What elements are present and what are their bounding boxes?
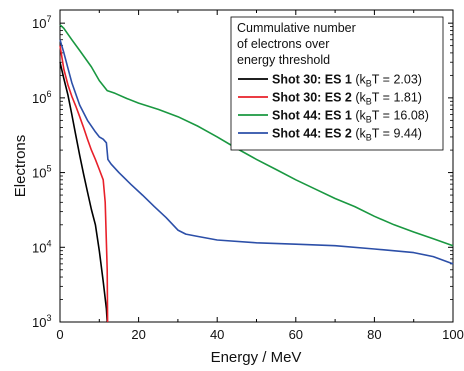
x-tick-label: 20 (131, 327, 145, 342)
x-tick-label: 100 (442, 327, 464, 342)
x-tick-label: 60 (289, 327, 303, 342)
y-tick-label: 107 (32, 14, 51, 31)
legend-label: Shot 30: ES 1 (kBT = 2.03) (272, 73, 422, 89)
y-tick-label: 104 (32, 238, 51, 255)
legend-entries: Shot 30: ES 1 (kBT = 2.03) Shot 30: ES 2 … (238, 73, 429, 143)
series-line-4 (59, 39, 454, 265)
legend-title-line-2: of electrons over (237, 37, 329, 51)
y-tick-label: 106 (32, 89, 51, 106)
y-tick-labels: 103 104 105 106 107 (32, 14, 51, 330)
x-tick-label: 0 (56, 327, 63, 342)
x-tick-labels: 0 20 40 60 80 100 (56, 327, 463, 342)
legend-box (230, 16, 444, 151)
series-layer (59, 24, 454, 323)
series-line-1 (59, 62, 108, 323)
legend-title-line-3: energy threshold (237, 53, 330, 67)
x-tick-label: 40 (210, 327, 224, 342)
legend-label: Shot 44: ES 2 (kBT = 9.44) (272, 127, 422, 143)
y-tick-label: 103 (32, 313, 51, 330)
legend: Cummulative number of electrons over ene… (230, 16, 444, 151)
x-tick-label: 80 (367, 327, 381, 342)
legend-label: Shot 30: ES 2 (kBT = 1.81) (272, 91, 422, 107)
x-axis-title: Energy / MeV (211, 349, 302, 366)
y-axis-title: Electrons (12, 135, 29, 198)
legend-title-line-1: Cummulative number (237, 21, 356, 35)
legend-label: Shot 44: ES 1 (kBT = 16.08) (272, 109, 429, 125)
y-tick-label: 105 (32, 164, 51, 181)
series-line-2 (59, 45, 109, 323)
series-line-3 (59, 24, 454, 247)
